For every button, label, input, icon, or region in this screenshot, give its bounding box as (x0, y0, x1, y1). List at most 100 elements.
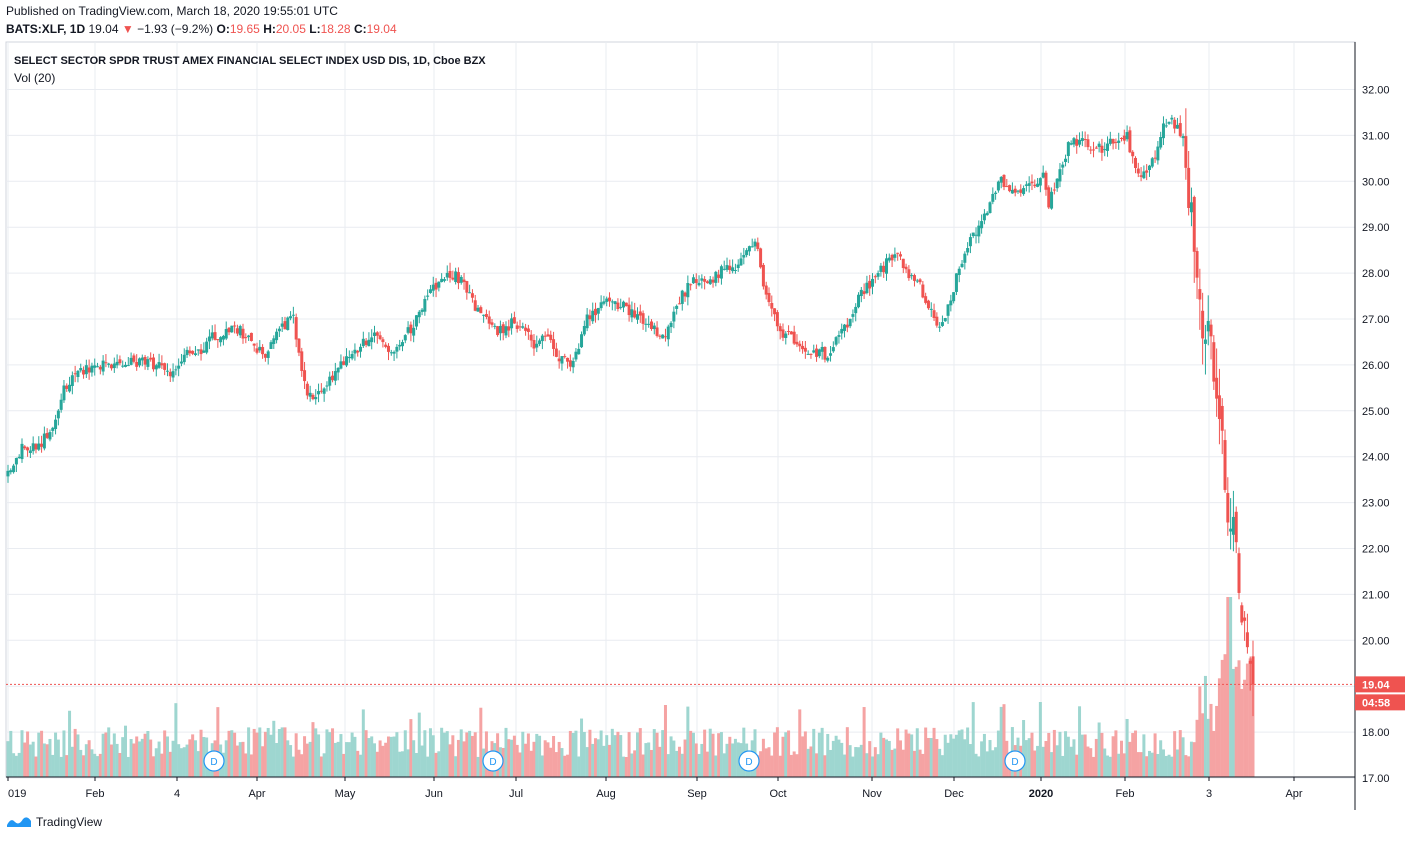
volume-bar (1184, 755, 1188, 777)
volume-bar (608, 744, 612, 777)
symbol-label[interactable]: BATS:XLF, 1D (6, 22, 86, 36)
candle-body (672, 311, 676, 322)
price-tick-label: 20.00 (1362, 635, 1390, 647)
candle-body (988, 202, 992, 213)
volume-bar (90, 749, 94, 777)
volume-bar (1055, 745, 1059, 777)
candle-body (991, 193, 995, 202)
candle-body (742, 254, 746, 258)
time-tick-label: Feb (1116, 788, 1135, 800)
volume-bar (476, 756, 480, 777)
candle-body (129, 357, 133, 365)
volume-bar (996, 730, 1000, 777)
candle-body (577, 348, 581, 355)
volume-bar (1209, 703, 1213, 777)
volume-bar (283, 727, 287, 777)
volume-bar (633, 750, 637, 777)
candle-body (910, 275, 914, 277)
volume-bar (932, 727, 936, 777)
candle-body (764, 285, 768, 295)
candle-body (1055, 178, 1059, 189)
volume-bar (1240, 688, 1244, 777)
volume-bar (624, 756, 628, 777)
volume-bar (143, 733, 147, 777)
candle-body (840, 328, 844, 334)
volume-bar (535, 733, 539, 777)
volume-bar (1097, 722, 1101, 777)
time-axis[interactable]: 019 Feb 4 Apr May Jun Jul Aug Sep Oct Nov Dec 2020 Fe… (7, 777, 1303, 800)
volume-bar (890, 749, 894, 777)
dividend-marker-label: D (210, 757, 217, 768)
candle-body (610, 301, 614, 303)
volume-bar (17, 752, 21, 777)
candle-body (647, 323, 651, 325)
candle-body (9, 470, 13, 473)
volume-bar (896, 728, 900, 777)
candle-body (1240, 605, 1244, 623)
candle-body (118, 359, 122, 364)
candle-body (535, 343, 539, 348)
candle-body (1145, 170, 1149, 173)
candle-body (93, 365, 97, 368)
volume-bar (770, 755, 774, 777)
candle-body (280, 323, 284, 327)
volume-bar (42, 743, 46, 777)
chart-frame (5, 41, 1356, 778)
volume-bar (560, 748, 564, 777)
candle-body (132, 355, 136, 362)
volume-bar (1027, 738, 1031, 777)
candle-body (17, 456, 21, 459)
volume-bar (1050, 752, 1054, 777)
volume-bar (48, 738, 52, 777)
candle-body (445, 272, 449, 278)
volume-bar (949, 734, 953, 777)
candle-body (624, 302, 628, 307)
candle-body (414, 315, 418, 327)
candle-body (451, 277, 455, 280)
candle-body (652, 325, 656, 330)
candle-body (1103, 149, 1107, 151)
volume-bar (140, 738, 144, 777)
candle-body (912, 275, 916, 281)
price-tick-label: 23.00 (1362, 498, 1390, 510)
tradingview-footer[interactable]: TradingView (6, 815, 102, 829)
volume-bar (322, 753, 326, 777)
time-tick-label: 2020 (1029, 788, 1053, 800)
price-chart[interactable]: 17.0018.0019.0020.0021.0022.0023.0024.00… (0, 40, 1408, 810)
candle-body (868, 280, 872, 289)
volume-bar (336, 741, 340, 777)
candle-body (789, 331, 793, 335)
volume-bar (400, 751, 404, 777)
volume-bar (728, 736, 732, 777)
candle-body (1038, 178, 1042, 186)
candles (6, 108, 1255, 717)
volume-bar (809, 746, 813, 777)
candle-body (638, 311, 642, 316)
volume-bar (658, 746, 662, 777)
candle-body (694, 279, 698, 283)
candle-body (829, 353, 833, 356)
candle-body (703, 279, 707, 282)
candle-body (924, 296, 928, 303)
candle-body (454, 271, 458, 282)
candle-body (54, 419, 58, 430)
candle-body (342, 361, 346, 365)
candle-body (12, 465, 16, 473)
volume-bar (683, 739, 687, 777)
candle-body (317, 391, 321, 395)
open-value: 19.65 (229, 22, 260, 36)
volume-bar (787, 730, 791, 777)
volume-bar (154, 748, 158, 777)
candle-body (954, 273, 958, 292)
high-value: 20.05 (275, 22, 306, 36)
volume-bar (1248, 658, 1252, 777)
candle-body (775, 312, 779, 327)
candle-body (773, 308, 777, 315)
candle-body (1120, 137, 1124, 139)
volume-bar (56, 739, 60, 777)
volume-bar (1192, 742, 1196, 777)
time-tick-label: Apr (1285, 788, 1302, 800)
candle-body (269, 342, 273, 349)
candle-body (518, 326, 522, 328)
candle-body (406, 327, 410, 333)
